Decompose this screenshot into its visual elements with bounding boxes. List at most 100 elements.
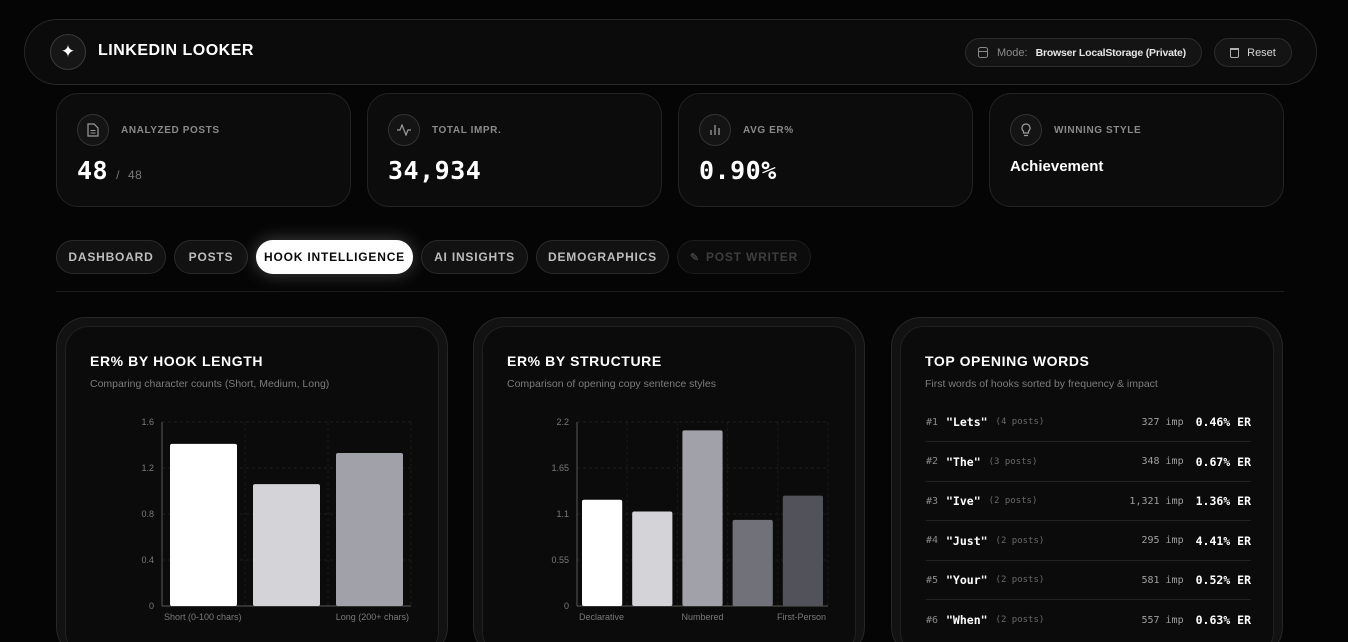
engagement-rate: 0.67% ER bbox=[1195, 454, 1251, 469]
tab-posts[interactable]: POSTS bbox=[174, 240, 248, 274]
pen-icon: ✎ bbox=[689, 251, 700, 264]
y-tick-label: 0.4 bbox=[141, 555, 154, 565]
post-count: (2 posts) bbox=[995, 575, 1045, 585]
post-count: (2 posts) bbox=[988, 496, 1038, 506]
tab-demographics[interactable]: DEMOGRAPHICS bbox=[536, 240, 669, 274]
opening-word-row: #1 "Lets" (4 posts) 327 imp 0.46% ER bbox=[926, 403, 1251, 442]
bar[interactable] bbox=[682, 430, 723, 606]
mode-value: Browser LocalStorage (Private) bbox=[1035, 46, 1187, 59]
app-title: LINKEDIN LOOKER bbox=[98, 42, 254, 59]
impressions: 327 imp bbox=[1141, 416, 1184, 428]
stat-label: WINNING STYLE bbox=[1054, 125, 1142, 136]
app-header: ✦ LINKEDIN LOOKER Mode: Browser LocalSto… bbox=[24, 19, 1317, 85]
panel-title: TOP OPENING WORDS bbox=[925, 353, 1090, 369]
hook-length-chart: 0 0.4 0.8 1.2 1.6 Short (0-100 chars) Long (20… bbox=[141, 417, 412, 622]
bar[interactable] bbox=[582, 499, 623, 606]
section-divider bbox=[56, 291, 1284, 292]
y-tick-label: 1.1 bbox=[556, 509, 569, 519]
activity-icon bbox=[388, 114, 420, 146]
x-tick-label: Declarative bbox=[579, 612, 624, 622]
word-rank: #6 bbox=[926, 614, 939, 626]
word-rank: #4 bbox=[926, 535, 939, 546]
database-icon bbox=[978, 47, 988, 58]
panel-subtitle: Comparison of opening copy sentence styl… bbox=[507, 378, 716, 390]
reset-button[interactable]: Reset bbox=[1214, 38, 1292, 67]
y-tick-label: 1.6 bbox=[141, 417, 154, 427]
trash-icon bbox=[1230, 47, 1240, 58]
stat-label: ANALYZED POSTS bbox=[121, 125, 220, 136]
engagement-rate: 1.36% ER bbox=[1195, 494, 1251, 508]
stat-card-analyzed-posts: ANALYZED POSTS 48/48 bbox=[56, 93, 351, 207]
word-rank: #5 bbox=[926, 574, 939, 586]
post-count: (4 posts) bbox=[995, 417, 1045, 427]
bar[interactable] bbox=[336, 453, 403, 606]
bar-chart-icon bbox=[699, 114, 731, 146]
opening-word: "When" bbox=[946, 613, 988, 627]
word-rank: #3 bbox=[926, 495, 939, 507]
opening-word-row: #5 "Your" (2 posts) 581 imp 0.52% ER bbox=[926, 561, 1251, 600]
bar[interactable] bbox=[253, 484, 320, 606]
panel-opening-words: TOP OPENING WORDS First words of hooks s… bbox=[891, 317, 1283, 642]
stat-label: TOTAL IMPR. bbox=[432, 125, 502, 136]
panel-subtitle: First words of hooks sorted by frequency… bbox=[925, 378, 1158, 390]
sparkle-icon: ✦ bbox=[50, 34, 86, 70]
lightbulb-icon bbox=[1010, 114, 1042, 146]
mode-label: Mode: bbox=[997, 46, 1028, 59]
bar[interactable] bbox=[782, 495, 823, 606]
y-tick-label: 1.2 bbox=[141, 463, 154, 473]
word-rank: #2 bbox=[926, 456, 939, 467]
impressions: 581 imp bbox=[1141, 574, 1184, 586]
tab-dashboard[interactable]: DASHBOARD bbox=[56, 240, 166, 274]
panel-title: ER% BY STRUCTURE bbox=[507, 353, 662, 369]
panel-subtitle: Comparing character counts (Short, Mediu… bbox=[90, 378, 330, 390]
engagement-rate: 0.46% ER bbox=[1195, 415, 1251, 429]
post-count: (3 posts) bbox=[988, 456, 1038, 467]
post-count: (2 posts) bbox=[995, 535, 1045, 546]
bar[interactable] bbox=[732, 519, 773, 606]
opening-word-row: #6 "When" (2 posts) 557 imp 0.63% ER bbox=[926, 601, 1251, 640]
tab-hook-intelligence[interactable]: HOOK INTELLIGENCE bbox=[256, 240, 413, 274]
impressions: 348 imp bbox=[1141, 456, 1184, 467]
y-tick-label: 0.55 bbox=[551, 555, 569, 565]
x-tick-label: First-Person bbox=[777, 612, 826, 622]
impressions: 295 imp bbox=[1141, 535, 1184, 546]
reset-label: Reset bbox=[1247, 46, 1276, 59]
document-icon bbox=[77, 114, 109, 146]
stat-card-total-impressions: TOTAL IMPR. 34,934 bbox=[367, 93, 662, 207]
stat-card-avg-er: AVG ER% 0.90% bbox=[678, 93, 973, 207]
opening-word: "Just" bbox=[946, 533, 988, 548]
opening-word: "Your" bbox=[946, 573, 988, 587]
tab-ai-insights[interactable]: AI INSIGHTS bbox=[421, 240, 528, 274]
storage-mode-indicator[interactable]: Mode: Browser LocalStorage (Private) bbox=[965, 38, 1202, 67]
tab-post-writer: ✎ POST WRITER bbox=[677, 240, 811, 274]
word-rank: #1 bbox=[926, 416, 939, 428]
opening-word-row: #4 "Just" (2 posts) 295 imp 4.41% ER bbox=[926, 522, 1251, 561]
bar[interactable] bbox=[632, 511, 673, 606]
y-tick-label: 2.2 bbox=[556, 417, 569, 427]
x-tick-label: Long (200+ chars) bbox=[336, 612, 409, 622]
x-tick-label: Short (0-100 chars) bbox=[164, 612, 242, 622]
panel-hook-length: ER% BY HOOK LENGTH Comparing character c… bbox=[56, 317, 448, 642]
engagement-rate: 0.52% ER bbox=[1195, 573, 1251, 587]
structure-chart: 0 0.55 1.1 1.65 2.2 Declarative Numbered First-… bbox=[551, 417, 829, 622]
opening-word: "Lets" bbox=[946, 415, 988, 429]
panel-structure: ER% BY STRUCTURE Comparison of opening c… bbox=[473, 317, 865, 642]
y-tick-label: 0.8 bbox=[141, 509, 154, 519]
stat-total: 48 bbox=[127, 168, 143, 182]
bar[interactable] bbox=[170, 443, 237, 606]
engagement-rate: 4.41% ER bbox=[1195, 533, 1251, 548]
opening-word-row: #2 "The" (3 posts) 348 imp 0.67% ER bbox=[926, 443, 1251, 482]
x-tick-label: Numbered bbox=[681, 612, 723, 622]
y-tick-label: 1.65 bbox=[551, 463, 569, 473]
stat-value: 0.90% bbox=[699, 156, 777, 185]
post-count: (2 posts) bbox=[995, 615, 1045, 625]
opening-word-row: #3 "Ive" (2 posts) 1,321 imp 1.36% ER bbox=[926, 482, 1251, 521]
stat-value: 34,934 bbox=[388, 156, 482, 185]
stat-card-winning-style: WINNING STYLE Achievement bbox=[989, 93, 1284, 207]
y-tick-label: 0 bbox=[564, 601, 569, 611]
stat-value: 48/48 bbox=[77, 156, 143, 185]
stat-label: AVG ER% bbox=[743, 125, 794, 136]
panel-title: ER% BY HOOK LENGTH bbox=[90, 353, 264, 369]
opening-word: "The" bbox=[946, 454, 981, 469]
engagement-rate: 0.63% ER bbox=[1195, 613, 1251, 627]
